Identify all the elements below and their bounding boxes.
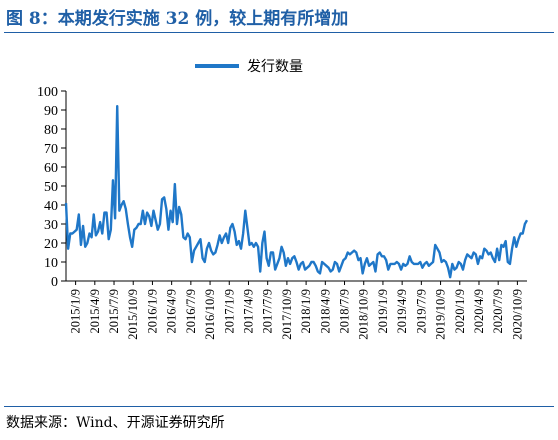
x-tick-label: 2017/1/9	[222, 289, 236, 333]
y-tick-label: 50	[44, 180, 58, 195]
y-tick-label: 60	[44, 161, 58, 176]
x-tick-label: 2019/10/9	[434, 289, 448, 340]
legend: 发行数量	[195, 59, 303, 75]
x-tick-label: 2017/10/9	[280, 289, 294, 340]
x-tick-label: 2016/4/9	[165, 289, 179, 333]
x-tick-label: 2018/4/9	[318, 289, 332, 333]
x-tick-label: 2020/1/9	[453, 289, 467, 333]
x-tick-label: 2017/4/9	[241, 289, 255, 333]
x-tick-label: 2017/7/9	[261, 289, 275, 333]
y-tick-label: 0	[51, 275, 58, 290]
x-tick-label: 2015/1/9	[69, 289, 83, 333]
y-tick-label: 80	[44, 123, 58, 138]
x-tick-label: 2020/7/9	[491, 289, 505, 333]
x-tick-label: 2019/1/9	[376, 289, 390, 333]
y-tick-label: 20	[44, 237, 58, 252]
y-tick-label: 10	[44, 256, 58, 271]
x-tick-label: 2019/7/9	[414, 289, 428, 333]
x-tick-label: 2018/1/9	[299, 289, 313, 333]
figure-title: 图 8：本期发行实施 32 例，较上期有所增加	[6, 9, 349, 29]
series-line-发行数量	[64, 105, 529, 279]
source-note: 数据来源：Wind、开源证券研究所	[6, 415, 225, 431]
y-axis: 0 10 20 30 40 50 60 70 80 90 100	[37, 85, 67, 290]
x-tick-label: 2015/10/9	[126, 289, 140, 340]
x-tick-label: 2016/1/9	[145, 289, 159, 333]
x-tick-label: 2018/10/9	[357, 289, 371, 340]
x-tick-label: 2016/7/9	[184, 289, 198, 333]
x-tick-label: 2016/10/9	[203, 289, 217, 340]
title-rule	[4, 32, 554, 33]
x-tick-label: 2020/4/9	[472, 289, 486, 333]
x-axis: 2015/1/9 2015/4/9 2015/7/9 2015/10/9 2016/1/…	[66, 280, 527, 340]
y-tick-label: 100	[37, 85, 58, 100]
y-tick-label: 70	[44, 142, 58, 157]
y-tick-label: 30	[44, 218, 58, 233]
x-tick-label: 2015/7/9	[107, 289, 121, 333]
y-tick-label: 90	[44, 104, 58, 119]
y-tick-label: 40	[44, 199, 58, 214]
x-tick-label: 2018/7/9	[338, 289, 352, 333]
x-tick-label: 2019/4/9	[395, 289, 409, 333]
source-rule	[4, 406, 554, 407]
legend-label: 发行数量	[247, 59, 303, 75]
x-tick-label: 2020/10/9	[510, 289, 524, 340]
x-tick-label: 2015/4/9	[88, 289, 102, 333]
